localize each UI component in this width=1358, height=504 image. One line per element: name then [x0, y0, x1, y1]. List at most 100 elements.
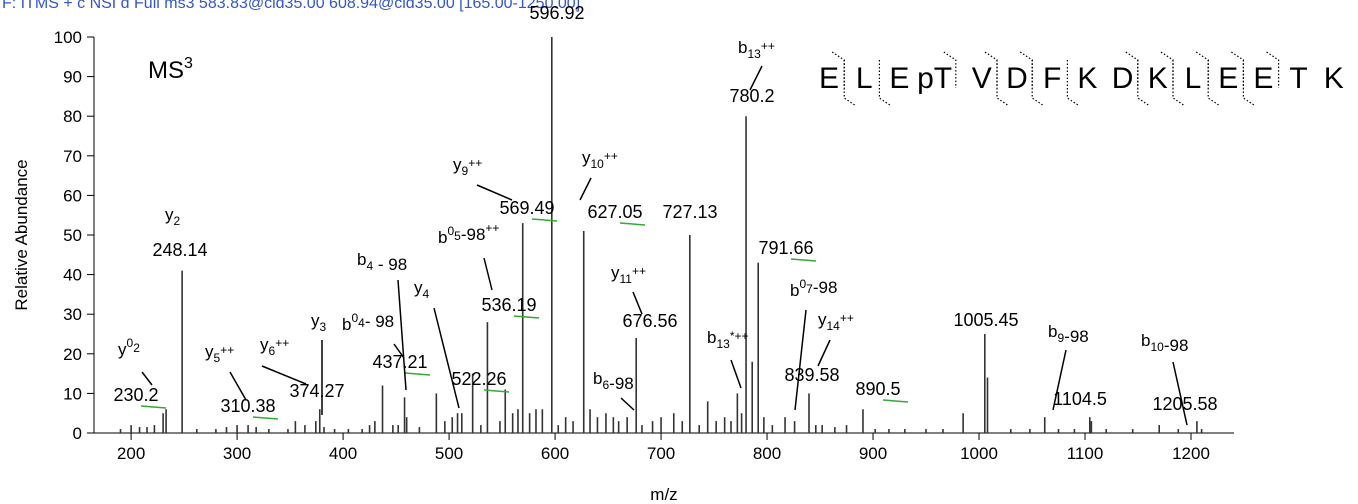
- ion-label: b4 - 98: [357, 250, 407, 274]
- label-underline: [790, 258, 817, 262]
- ion-label: y14++: [818, 310, 854, 333]
- leader-line: [749, 65, 763, 91]
- ion-label-part: 0: [127, 336, 134, 350]
- residue: L: [856, 62, 873, 95]
- ion-label-part: 5: [214, 351, 221, 365]
- ion-label-part: 4: [358, 316, 365, 330]
- ion-label-part: 3: [320, 320, 327, 334]
- ion-label-part: b: [1141, 331, 1150, 350]
- ion-label-part: ++: [840, 311, 854, 325]
- x-tick-label: 300: [223, 444, 251, 463]
- label-underline: [483, 389, 510, 393]
- x-tick-label: 500: [435, 444, 463, 463]
- label-underline: [531, 218, 558, 222]
- residue: T: [1289, 62, 1307, 95]
- residue: E: [819, 62, 839, 95]
- mz-label: 839.58: [784, 365, 839, 385]
- residue: E: [1218, 62, 1238, 95]
- mz-label: 727.13: [662, 202, 717, 222]
- ion-label-part: 14: [827, 319, 841, 333]
- y-tick-label: 50: [63, 226, 82, 245]
- x-axis-title: m/z: [650, 485, 677, 504]
- residue: V: [972, 62, 992, 95]
- x-tick-label: 1200: [1172, 444, 1210, 463]
- ion-label-part: b: [790, 281, 799, 300]
- ion-label-part: 13: [747, 47, 761, 61]
- y-tick-label: 90: [63, 68, 82, 87]
- ms-stage-sup: 3: [184, 55, 193, 72]
- leader-line: [620, 397, 635, 411]
- mz-label: 890.5: [855, 379, 900, 399]
- label-underline: [404, 372, 431, 376]
- y-tick-label: 30: [63, 305, 82, 324]
- ion-label: y6++: [260, 335, 289, 358]
- mz-label: 791.66: [758, 238, 813, 258]
- ion-label-part: y: [414, 278, 423, 297]
- ion-label-part: ++: [275, 336, 289, 350]
- ion-label-part: y: [453, 155, 462, 174]
- fragment-b: [1266, 51, 1280, 88]
- ion-label-part: b: [1048, 322, 1057, 341]
- ion-label-part: 2: [174, 214, 181, 228]
- ion-label: b07-98: [790, 277, 837, 300]
- residue: E: [889, 62, 909, 95]
- fragment-y: [1172, 60, 1186, 107]
- ion-label-part: 2: [133, 341, 140, 355]
- fragment-y: [843, 60, 857, 107]
- ion-label-part: -98: [813, 278, 838, 297]
- y-tick-label: 60: [63, 186, 82, 205]
- x-tick-label: 200: [117, 444, 145, 463]
- ion-label-part: 13: [716, 337, 730, 351]
- y-tick-label: 40: [63, 266, 82, 285]
- label-underline: [252, 416, 279, 420]
- residue: L: [1185, 62, 1202, 95]
- mz-label: 1104.5: [1053, 389, 1107, 409]
- y-tick-label: 80: [63, 107, 82, 126]
- ion-label-part: 4: [366, 259, 373, 273]
- x-tick-label: 700: [647, 444, 675, 463]
- y-axis-title: Relative Abundance: [12, 159, 31, 310]
- y-tick-label: 20: [63, 345, 82, 364]
- leader-line: [476, 184, 513, 201]
- ion-label: b10-98: [1141, 331, 1188, 355]
- ion-label-part: 11: [620, 272, 633, 286]
- leader-line: [141, 371, 153, 386]
- ion-label-part: ++: [468, 156, 482, 170]
- ion-label-part: -98: [461, 225, 486, 244]
- ion-label-part: 7: [806, 282, 813, 296]
- mz-label: 627.05: [587, 202, 642, 222]
- y-tick-label: 70: [63, 147, 82, 166]
- ion-label-part: 0: [447, 224, 454, 238]
- ms-stage-text: MS: [148, 57, 184, 84]
- ion-label-part: y: [311, 311, 320, 330]
- mz-label: 310.38: [220, 396, 275, 416]
- y-tick-label: 100: [54, 28, 82, 47]
- residue: D: [1112, 62, 1134, 95]
- ion-label-part: b: [342, 315, 351, 334]
- leader-line: [817, 339, 831, 367]
- ion-label: b13*++: [707, 328, 749, 351]
- x-tick-label: 400: [329, 444, 357, 463]
- ion-label-part: 6: [269, 344, 276, 358]
- ion-label-part: ++: [485, 221, 499, 235]
- mz-label: 536.19: [481, 295, 536, 315]
- leader-line: [632, 291, 643, 315]
- mz-label: 780.2: [729, 86, 774, 106]
- label-underline: [882, 399, 909, 403]
- ion-label-part: 0: [351, 311, 358, 325]
- ion-label: b04- 98: [342, 311, 394, 334]
- ion-label: y9++: [453, 155, 482, 178]
- mz-label: 676.56: [622, 311, 677, 331]
- ion-label: y3: [311, 311, 327, 334]
- ion-label-part: ++: [761, 39, 775, 53]
- label-underline: [513, 315, 540, 319]
- scan-header: F: ITMS + c NSI d Full ms3 583.83@cid35.…: [2, 0, 580, 12]
- ms-stage: MS3: [148, 55, 193, 84]
- leader-line: [393, 343, 405, 359]
- ion-label-part: y: [165, 205, 174, 224]
- ion-label: y5++: [205, 342, 234, 365]
- ion-label: y4: [414, 278, 430, 301]
- mz-label: 248.14: [152, 240, 207, 260]
- y-tick-label: 0: [73, 424, 82, 443]
